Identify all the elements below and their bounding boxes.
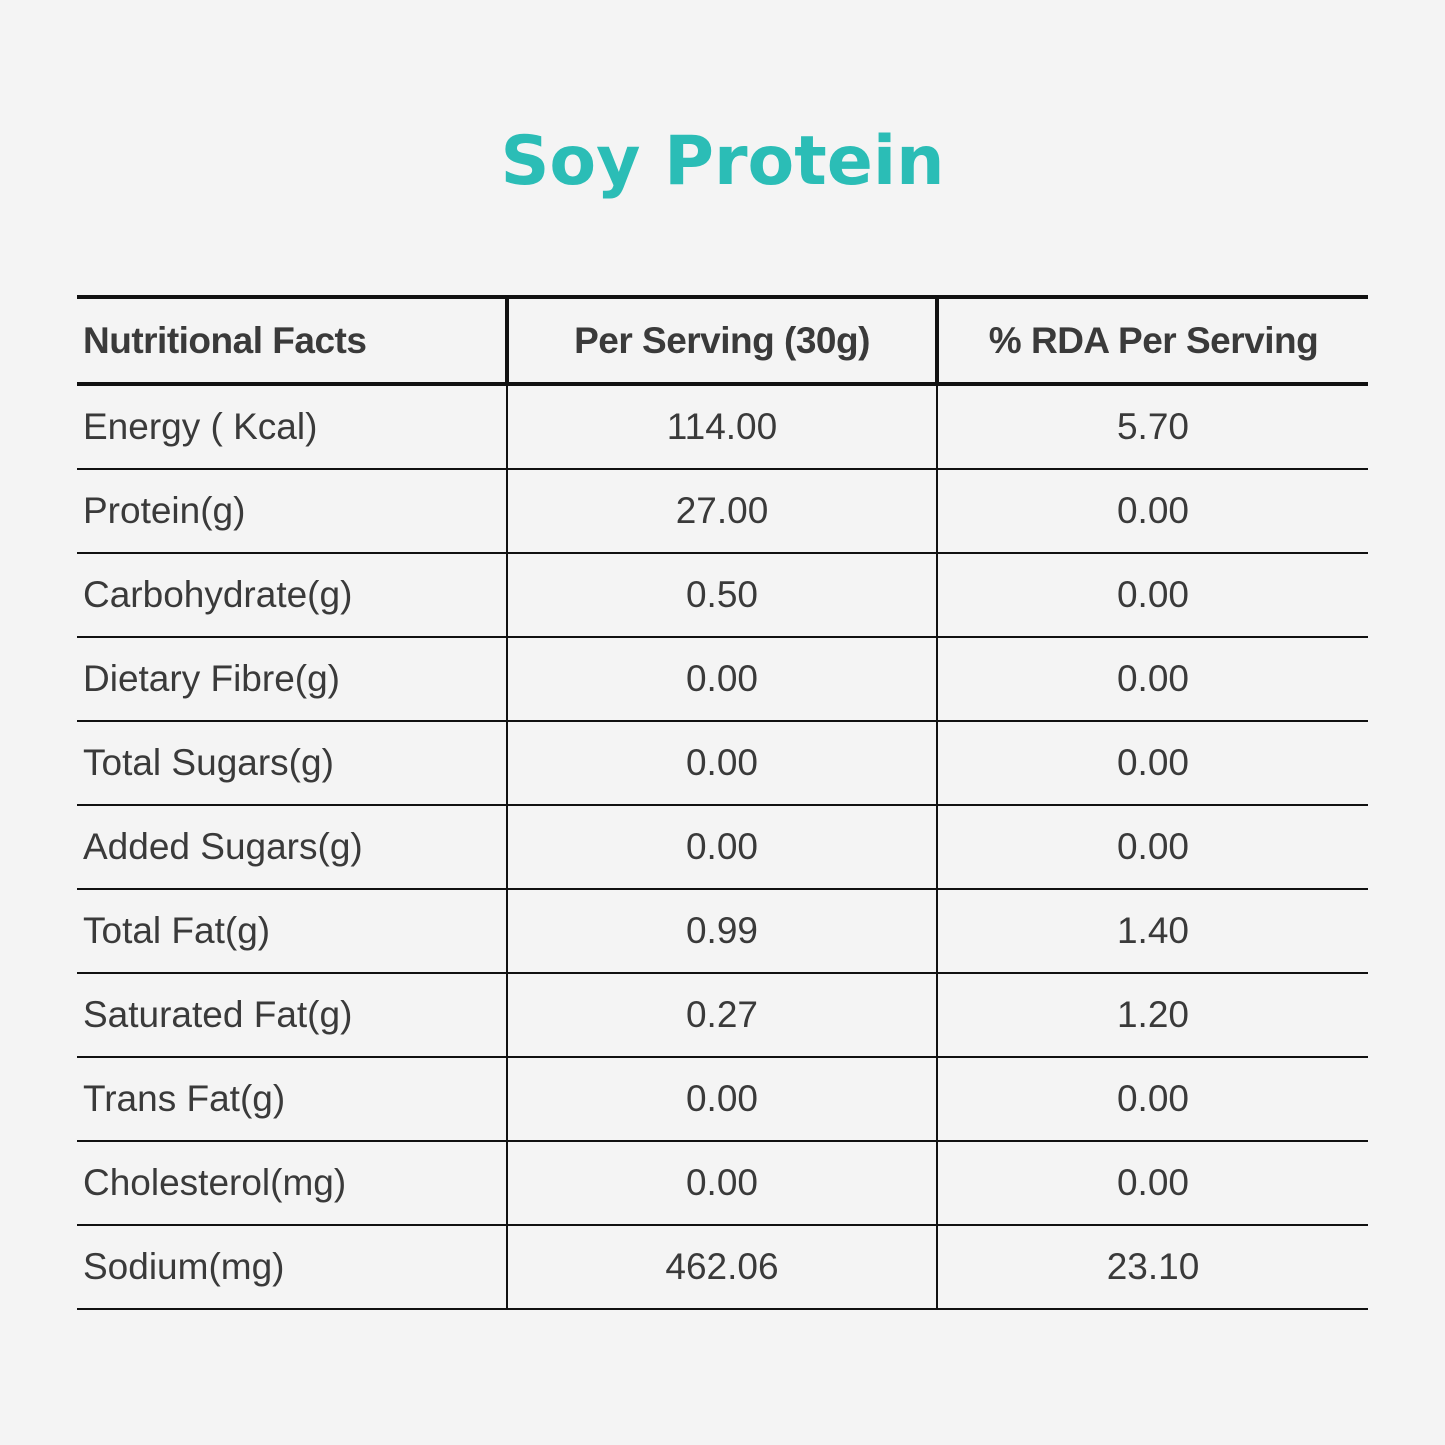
per-serving-value: 27.00 — [506, 469, 938, 554]
nutrient-name: Total Fat(g) — [77, 889, 507, 974]
per-serving-value: 0.50 — [506, 553, 938, 638]
column-header-per-serving: Per Serving (30g) — [505, 295, 939, 386]
per-serving-value: 462.06 — [506, 1225, 938, 1310]
nutrient-name: Sodium(mg) — [77, 1225, 507, 1310]
rda-value: 23.10 — [937, 1225, 1368, 1310]
per-serving-value: 0.00 — [506, 1141, 938, 1226]
table-row: Carbohydrate(g) 0.50 0.00 — [77, 553, 1368, 638]
rda-value: 0.00 — [937, 469, 1368, 554]
nutrient-name: Dietary Fibre(g) — [77, 637, 507, 722]
table-row: Total Sugars(g) 0.00 0.00 — [77, 721, 1368, 806]
nutrition-table: Nutritional Facts Per Serving (30g) % RD… — [77, 295, 1368, 1310]
nutrient-name: Energy ( Kcal) — [77, 384, 507, 470]
table-row: Energy ( Kcal) 114.00 5.70 — [77, 384, 1368, 470]
rda-value: 1.20 — [937, 973, 1368, 1058]
table-row: Cholesterol(mg) 0.00 0.00 — [77, 1141, 1368, 1226]
rda-value: 1.40 — [937, 889, 1368, 974]
column-header-rda: % RDA Per Serving — [937, 295, 1368, 386]
nutrient-name: Total Sugars(g) — [77, 721, 507, 806]
rda-value: 0.00 — [937, 1057, 1368, 1142]
rda-value: 0.00 — [937, 637, 1368, 722]
per-serving-value: 0.00 — [506, 805, 938, 890]
nutrient-name: Trans Fat(g) — [77, 1057, 507, 1142]
nutrient-name: Saturated Fat(g) — [77, 973, 507, 1058]
table-row: Sodium(mg) 462.06 23.10 — [77, 1225, 1368, 1310]
nutrient-name: Added Sugars(g) — [77, 805, 507, 890]
nutrient-name: Carbohydrate(g) — [77, 553, 507, 638]
column-header-nutritional-facts: Nutritional Facts — [77, 295, 507, 386]
rda-value: 0.00 — [937, 805, 1368, 890]
table-header-row: Nutritional Facts Per Serving (30g) % RD… — [77, 295, 1368, 386]
per-serving-value: 0.00 — [506, 637, 938, 722]
per-serving-value: 114.00 — [506, 384, 938, 470]
nutrient-name: Protein(g) — [77, 469, 507, 554]
per-serving-value: 0.00 — [506, 1057, 938, 1142]
table-row: Trans Fat(g) 0.00 0.00 — [77, 1057, 1368, 1142]
rda-value: 0.00 — [937, 721, 1368, 806]
per-serving-value: 0.27 — [506, 973, 938, 1058]
nutrient-name: Cholesterol(mg) — [77, 1141, 507, 1226]
per-serving-value: 0.00 — [506, 721, 938, 806]
table-row: Saturated Fat(g) 0.27 1.20 — [77, 973, 1368, 1058]
page-title: Soy Protein — [500, 122, 945, 201]
rda-value: 5.70 — [937, 384, 1368, 470]
table-row: Total Fat(g) 0.99 1.40 — [77, 889, 1368, 974]
table-row: Added Sugars(g) 0.00 0.00 — [77, 805, 1368, 890]
rda-value: 0.00 — [937, 553, 1368, 638]
rda-value: 0.00 — [937, 1141, 1368, 1226]
table-row: Protein(g) 27.00 0.00 — [77, 469, 1368, 554]
table-row: Dietary Fibre(g) 0.00 0.00 — [77, 637, 1368, 722]
per-serving-value: 0.99 — [506, 889, 938, 974]
